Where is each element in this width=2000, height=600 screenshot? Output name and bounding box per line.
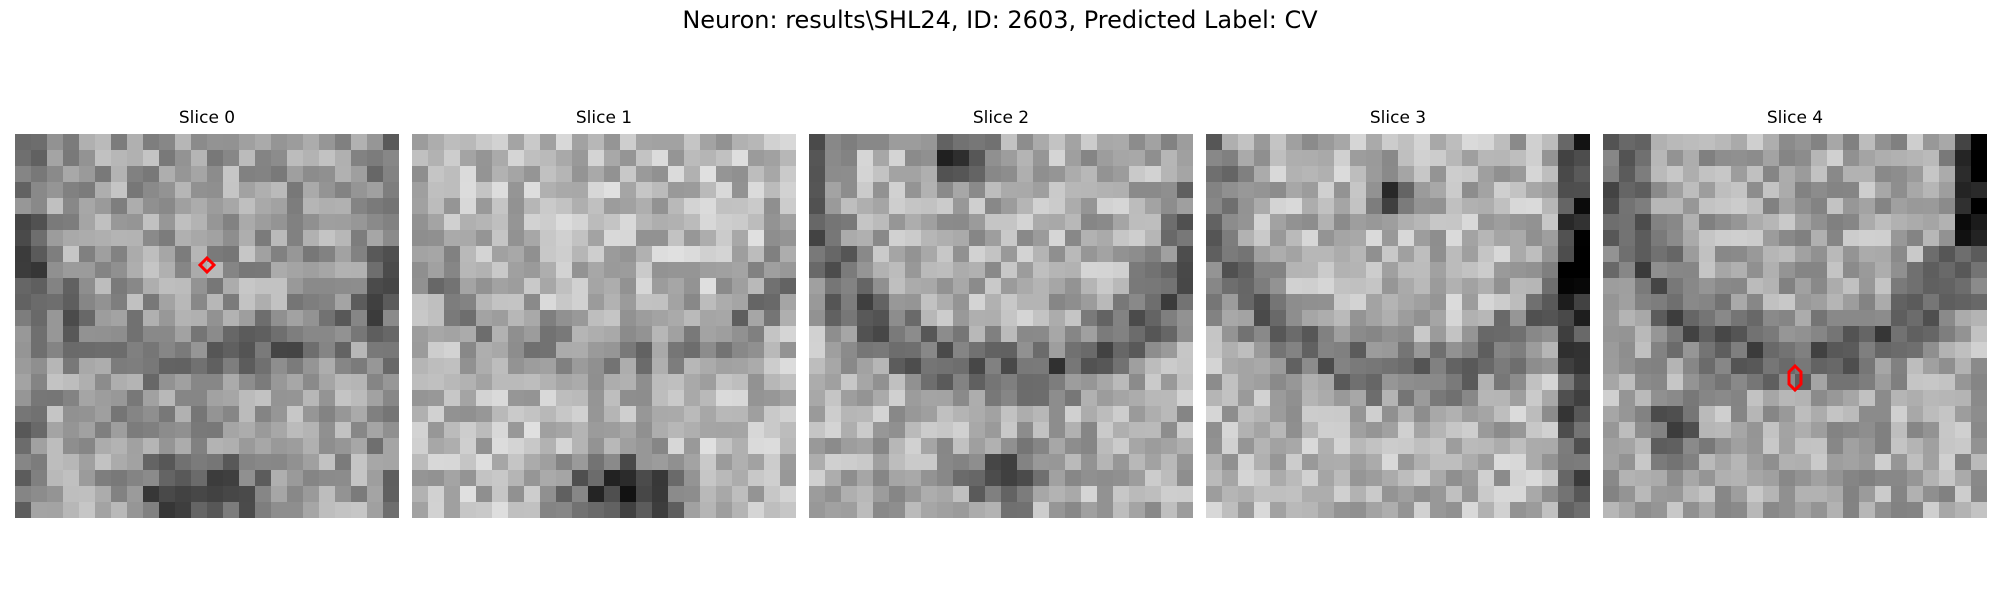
slice-panel-1: Slice 1	[412, 108, 796, 520]
figure-title: Neuron: results\SHL24, ID: 2603, Predict…	[682, 6, 1318, 34]
slice-image-0	[15, 134, 399, 518]
slice-image-1	[412, 134, 796, 518]
slice-image-4	[1603, 134, 1987, 518]
slice-image-2	[809, 134, 1193, 518]
slice-image-3	[1206, 134, 1590, 518]
contour-marker	[1787, 363, 1803, 393]
slice-panel-4: Slice 4	[1603, 108, 1987, 520]
slice-panel-0: Slice 0	[15, 108, 399, 520]
slice-panel-2: Slice 2	[809, 108, 1193, 520]
slice-title-4: Slice 4	[1766, 108, 1824, 128]
slice-title-1: Slice 1	[575, 108, 633, 128]
slice-title-2: Slice 2	[972, 108, 1030, 128]
slice-title-3: Slice 3	[1369, 108, 1427, 128]
contour-marker	[197, 255, 217, 275]
slice-title-0: Slice 0	[178, 108, 236, 128]
slice-panel-3: Slice 3	[1206, 108, 1590, 520]
